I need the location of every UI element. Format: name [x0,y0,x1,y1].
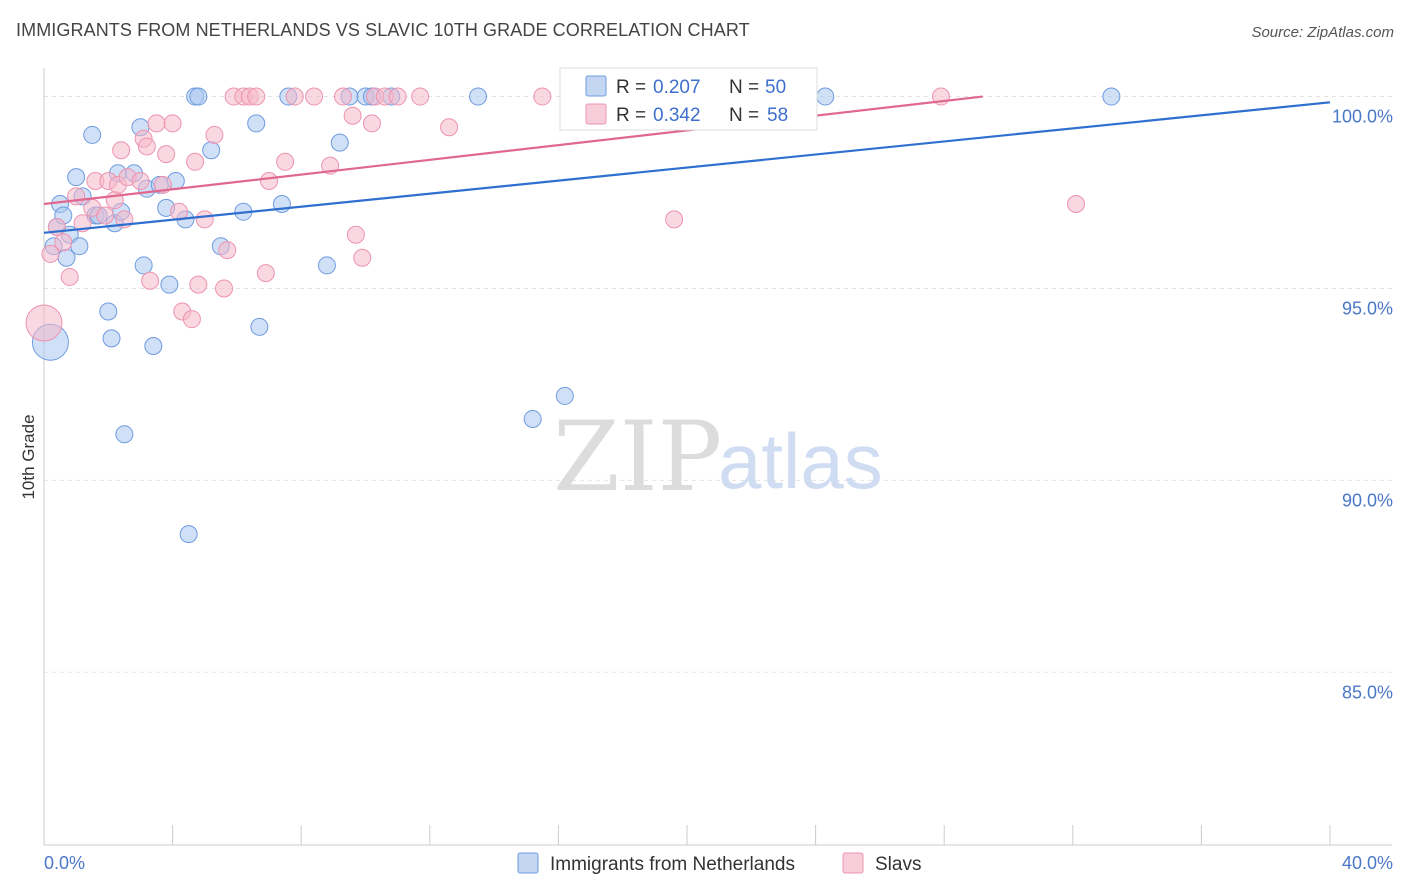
data-point-slavs [96,206,115,225]
data-point-netherlands [160,275,179,294]
legend-bottom-label-slavs: Slavs [875,854,921,875]
legend-n-label-pink: N = [729,105,759,126]
data-point-netherlands [469,87,488,106]
y-tick-label: 95.0% [1342,298,1393,318]
data-point-slavs [163,114,182,133]
data-point-netherlands [144,337,163,356]
legend-r-label-pink: R = [616,105,646,126]
data-point-slavs [285,87,304,106]
data-point-slavs [205,125,224,144]
x-tick-label-min: 0.0% [44,853,85,873]
data-point-netherlands [115,425,134,444]
data-point-netherlands [134,256,153,275]
data-point-netherlands [555,386,574,405]
watermark-zip: ZIP [553,401,722,513]
data-point-netherlands [523,409,542,428]
watermark: ZIP atlas [553,401,883,513]
y-tick-label: 85.0% [1342,682,1393,702]
axes-layer [43,68,1392,846]
data-point-slavs [189,275,208,294]
data-point-slavs [665,210,684,229]
x-tick-label-max: 40.0% [1342,853,1393,873]
legend-bottom: Immigrants from Netherlands Slavs [517,852,921,875]
data-point-slavs [247,87,266,106]
y-tick-label: 100.0% [1332,107,1393,127]
data-point-slavs [362,114,381,133]
trend-layer [43,95,1331,234]
data-point-slavs [260,171,279,190]
data-point-slavs [276,152,295,171]
data-point-slavs [215,279,234,298]
data-point-netherlands [99,302,118,321]
y-axis-label: 10th Grade [19,414,38,499]
data-point-netherlands [816,87,835,106]
data-point-slavs [343,106,362,125]
data-point-slavs [218,241,237,260]
data-point-slavs [186,152,205,171]
legend-bottom-swatch-blue [517,852,539,874]
data-point-netherlands [189,87,208,106]
data-point-slavs [256,264,275,283]
data-point-slavs [131,171,150,190]
grid-layer [44,96,1392,673]
trend-line-slavs [43,95,983,206]
data-point-netherlands [70,237,89,256]
legend-r-value-pink: 0.342 [653,105,701,126]
data-point-netherlands [330,133,349,152]
data-point-slavs [67,187,86,206]
legend-n-label-blue: N = [729,77,759,98]
data-point-netherlands [67,168,86,187]
data-point-slavs [137,137,156,156]
legend-bottom-swatch-pink [842,852,864,874]
tick-label-layer: 100.0% 95.0% 90.0% 85.0% 0.0% 40.0% [44,107,1393,873]
data-point-netherlands [317,256,336,275]
legend-swatch-blue [585,75,607,97]
source-credit: Source: ZipAtlas.com [1251,24,1394,41]
data-point-slavs [388,87,407,106]
data-point-slavs [41,244,60,263]
trend-line-netherlands [43,101,1331,234]
data-point-slavs [195,210,214,229]
legend-n-value-blue: 50 [765,77,786,98]
legend-top: R = 0.207 N = 50 R = 0.342 N = 58 [559,67,818,131]
data-point-slavs [60,267,79,286]
data-point-netherlands [83,125,102,144]
data-point-netherlands [179,525,198,544]
data-point-slavs [25,304,63,342]
data-point-slavs [1067,195,1086,214]
data-point-netherlands [250,317,269,336]
legend-r-value-blue: 0.207 [653,77,701,98]
data-point-slavs [440,118,459,137]
data-point-slavs [54,233,73,252]
data-point-slavs [533,87,552,106]
data-point-netherlands [1102,87,1121,106]
data-point-slavs [411,87,430,106]
data-point-slavs [157,145,176,164]
data-point-slavs [353,248,372,267]
watermark-atlas: atlas [718,417,883,505]
data-point-netherlands [202,141,221,160]
chart-title: IMMIGRANTS FROM NETHERLANDS VS SLAVIC 10… [16,20,750,40]
legend-bottom-label-netherlands: Immigrants from Netherlands [550,854,795,875]
legend-swatch-pink [585,103,607,125]
data-point-netherlands [247,114,266,133]
data-point-slavs [333,87,352,106]
data-point-slavs [182,310,201,329]
data-point-slavs [346,225,365,244]
legend-n-value-pink: 58 [767,105,788,126]
data-point-netherlands [102,329,121,348]
legend-r-label-blue: R = [616,77,646,98]
data-point-slavs [147,114,166,133]
data-point-slavs [305,87,324,106]
y-tick-label: 90.0% [1342,490,1393,510]
data-point-slavs [112,141,131,160]
data-point-slavs [141,271,160,290]
